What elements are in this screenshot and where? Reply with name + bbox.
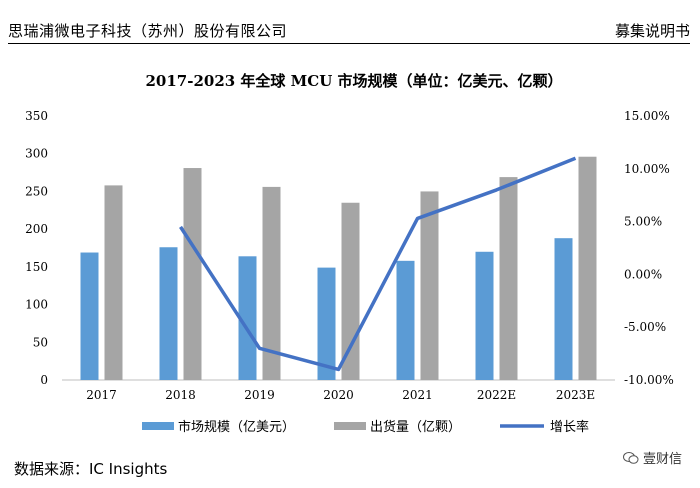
legend-label: 出货量（亿颗） xyxy=(370,419,461,435)
header-divider xyxy=(8,43,690,44)
legend-swatch xyxy=(142,422,174,430)
right-tick-label: -5.00% xyxy=(624,320,666,334)
right-y-axis: -10.00% -5.00% 0.00% 5.00% 10.00% 15.00% xyxy=(624,109,674,387)
shipment-bar xyxy=(183,168,202,380)
legend-market-size: 市场规模（亿美元） xyxy=(142,419,295,435)
market-size-bar xyxy=(475,251,494,380)
right-tick-label: 5.00% xyxy=(624,215,662,229)
growth-rate-polyline xyxy=(179,156,577,372)
x-tick-label: 2018 xyxy=(165,388,196,402)
left-tick-label: 50 xyxy=(33,335,48,349)
left-tick-label: 150 xyxy=(25,260,48,274)
x-tick-label: 2021 xyxy=(402,388,433,402)
x-axis: 2017 2018 2019 2020 2021 2022E 2023E xyxy=(62,379,615,402)
left-tick-label: 300 xyxy=(25,147,48,161)
watermark: 壹财信 xyxy=(622,448,682,467)
x-tick-label: 2019 xyxy=(244,388,275,402)
data-source: 数据来源：IC Insights xyxy=(14,460,168,478)
left-tick-label: 0 xyxy=(40,373,48,387)
shipment-bar xyxy=(420,191,439,380)
document-header: 思瑞浦微电子科技（苏州）股份有限公司 募集说明书 xyxy=(0,0,700,44)
shipment-bar xyxy=(262,186,281,380)
market-size-bar xyxy=(159,247,178,380)
chart-title: 2017-2023 年全球 MCU 市场规模（单位：亿美元、亿颗） xyxy=(145,72,562,90)
right-tick-label: -10.00% xyxy=(624,373,674,387)
right-tick-label: 0.00% xyxy=(624,267,662,281)
bar-series xyxy=(80,156,597,380)
market-size-bar xyxy=(80,252,99,380)
shipment-bar xyxy=(499,177,518,380)
wechat-icon xyxy=(622,451,639,464)
right-tick-label: 10.00% xyxy=(624,162,670,176)
document-type: 募集说明书 xyxy=(614,22,690,40)
shipment-bar xyxy=(104,185,123,380)
left-tick-label: 350 xyxy=(25,109,48,123)
market-size-bar xyxy=(554,238,573,380)
shipment-bar xyxy=(578,156,597,380)
market-size-bar xyxy=(238,256,257,380)
right-tick-label: 15.00% xyxy=(624,109,670,123)
chart-legend: 市场规模（亿美元） 出货量（亿颗） 增长率 xyxy=(142,419,589,435)
market-size-bar xyxy=(396,260,415,380)
legend-label: 市场规模（亿美元） xyxy=(178,419,295,435)
x-tick-label: 2022E xyxy=(477,388,516,402)
company-name: 思瑞浦微电子科技（苏州）股份有限公司 xyxy=(8,22,288,40)
left-tick-label: 200 xyxy=(25,222,48,236)
x-tick-label: 2023E xyxy=(556,388,595,402)
x-tick-label: 2020 xyxy=(323,388,354,402)
legend-swatch xyxy=(334,422,366,430)
left-tick-label: 250 xyxy=(25,184,48,198)
legend-growth-rate: 增长率 xyxy=(500,419,589,435)
market-size-bar xyxy=(317,267,336,380)
legend-shipments: 出货量（亿颗） xyxy=(334,419,461,435)
mcu-market-chart: 2017-2023 年全球 MCU 市场规模（单位：亿美元、亿颗） 0 50 100… xyxy=(25,72,674,435)
growth-rate-line xyxy=(179,156,577,372)
left-y-axis: 0 50 100 150 200 250 300 350 xyxy=(25,109,48,387)
x-tick-label: 2017 xyxy=(86,388,117,402)
watermark-text: 壹财信 xyxy=(642,452,682,467)
shipment-bar xyxy=(341,202,360,380)
legend-label: 增长率 xyxy=(550,419,589,435)
left-tick-label: 100 xyxy=(25,298,48,312)
